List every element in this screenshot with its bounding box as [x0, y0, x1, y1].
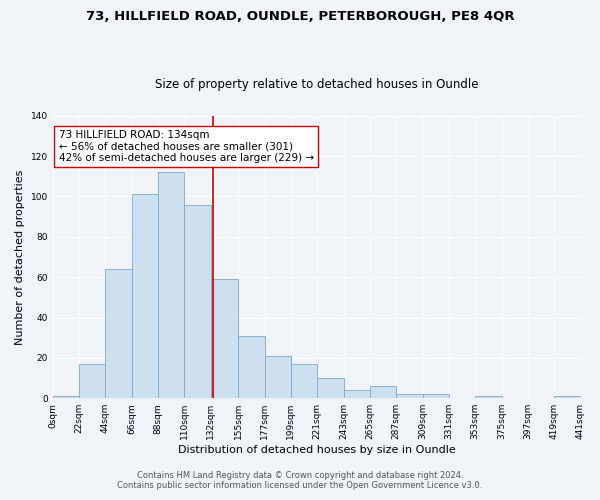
Bar — [131, 194, 158, 398]
Text: Contains HM Land Registry data © Crown copyright and database right 2024.
Contai: Contains HM Land Registry data © Crown c… — [118, 470, 482, 490]
Bar — [53, 396, 79, 398]
Title: Size of property relative to detached houses in Oundle: Size of property relative to detached ho… — [155, 78, 478, 91]
Y-axis label: Number of detached properties: Number of detached properties — [15, 170, 25, 344]
X-axis label: Distribution of detached houses by size in Oundle: Distribution of detached houses by size … — [178, 445, 455, 455]
Bar — [79, 364, 106, 398]
Bar — [422, 394, 449, 398]
Bar — [238, 336, 265, 398]
Bar — [317, 378, 344, 398]
Bar — [344, 390, 370, 398]
Text: 73, HILLFIELD ROAD, OUNDLE, PETERBOROUGH, PE8 4QR: 73, HILLFIELD ROAD, OUNDLE, PETERBOROUGH… — [86, 10, 514, 23]
Bar — [475, 396, 502, 398]
Bar — [370, 386, 396, 398]
Bar — [554, 396, 581, 398]
Bar — [265, 356, 291, 398]
Bar — [396, 394, 422, 398]
Bar — [291, 364, 317, 398]
Bar — [106, 269, 131, 398]
Bar — [211, 279, 238, 398]
Bar — [184, 204, 211, 398]
Text: 73 HILLFIELD ROAD: 134sqm
← 56% of detached houses are smaller (301)
42% of semi: 73 HILLFIELD ROAD: 134sqm ← 56% of detac… — [59, 130, 314, 163]
Bar — [158, 172, 184, 398]
